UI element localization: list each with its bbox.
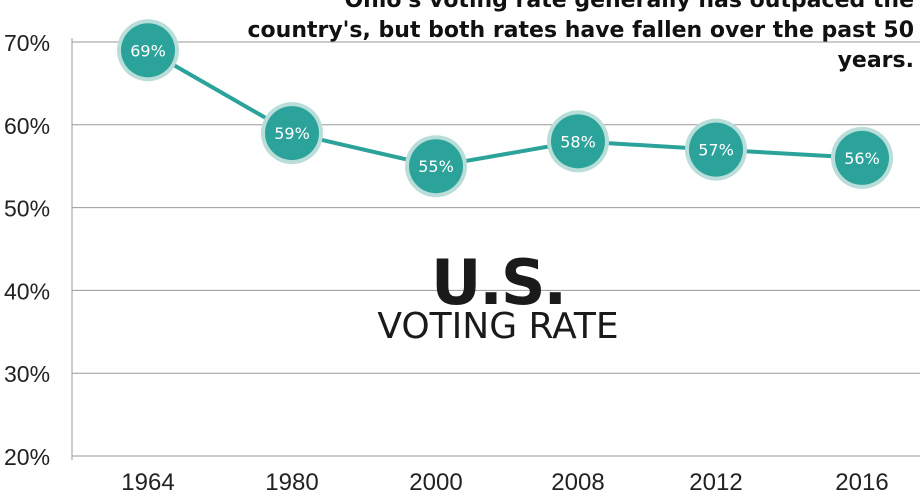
data-label: 59%	[274, 124, 310, 143]
y-tick-label: 60%	[4, 113, 50, 139]
y-axis-ticks: 20% 30% 40% 50% 60% 70%	[4, 30, 50, 470]
gridlines	[71, 38, 920, 460]
data-label: 58%	[560, 132, 596, 151]
data-point: 69%	[117, 19, 179, 82]
y-tick-label: 20%	[4, 444, 50, 470]
x-tick-label: 2008	[551, 469, 604, 496]
data-label: 55%	[418, 157, 454, 176]
data-point: 56%	[831, 126, 893, 189]
y-tick-label: 40%	[4, 278, 50, 304]
chart-title-main: U.S.	[430, 246, 567, 319]
x-tick-label: 1980	[265, 469, 318, 496]
data-point-marker	[551, 114, 605, 169]
data-point-marker	[121, 23, 175, 78]
chart-title: U.S. VOTING RATE	[348, 252, 648, 346]
x-tick-label: 2012	[689, 469, 742, 496]
data-point-marker	[689, 122, 743, 177]
data-point-marker	[265, 106, 319, 161]
data-label: 69%	[130, 41, 166, 60]
data-markers: 69% 59% 55% 58% 57% 56%	[117, 19, 893, 198]
data-point: 59%	[261, 102, 323, 165]
x-tick-label: 2000	[409, 469, 462, 496]
x-tick-label: 2016	[835, 469, 888, 496]
y-tick-label: 30%	[4, 361, 50, 387]
x-tick-label: 1964	[121, 469, 174, 496]
data-label: 57%	[698, 141, 734, 160]
data-point: 55%	[405, 135, 467, 198]
data-point-marker	[835, 130, 889, 185]
data-point-marker	[409, 139, 463, 194]
chart-title-sub: VOTING RATE	[377, 306, 619, 347]
y-tick-label: 50%	[4, 196, 50, 222]
data-point: 57%	[685, 118, 747, 181]
x-axis-ticks: 1964 1980 2000 2008 2012 2016	[121, 469, 888, 496]
data-point: 58%	[547, 110, 609, 173]
chart-caption: Ohio's voting rate generally has outpace…	[247, 0, 915, 73]
data-label: 56%	[844, 149, 880, 168]
y-tick-label: 70%	[4, 30, 50, 56]
